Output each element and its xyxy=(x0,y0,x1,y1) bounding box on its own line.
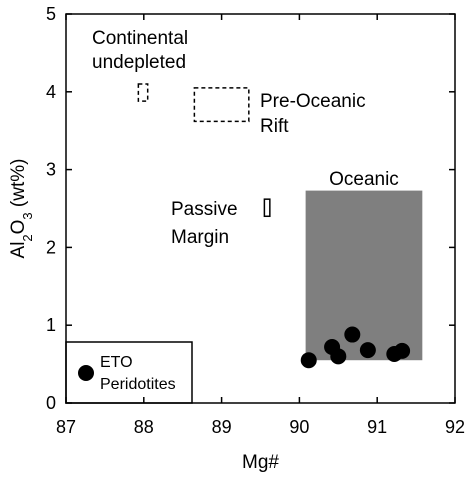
continental-undepleted-field xyxy=(137,83,149,102)
y-tick-label: 3 xyxy=(46,160,56,180)
passive-margin-label: Passive xyxy=(171,199,238,220)
data-point xyxy=(330,348,347,365)
y-axis-title-part: O xyxy=(8,220,29,235)
x-tick-label: 91 xyxy=(367,417,387,437)
data-point xyxy=(394,342,411,359)
points-layer xyxy=(300,326,411,369)
data-point xyxy=(359,342,376,359)
x-tick-label: 90 xyxy=(289,417,309,437)
x-axis: 87 88 89 90 91 92 xyxy=(56,14,465,437)
y-tick-label: 5 xyxy=(46,4,56,24)
plot-frame xyxy=(65,13,456,404)
x-tick-label: 87 xyxy=(56,417,76,437)
x-tick-label: 88 xyxy=(134,417,154,437)
y-axis-title-subscript: 2 xyxy=(20,234,35,241)
pre-oceanic-rift-field xyxy=(193,87,250,123)
x-axis-title: Mg# xyxy=(242,452,279,473)
oceanic-label: Oceanic xyxy=(329,169,399,190)
y-axis-title: Al2O3 (wt%) xyxy=(8,159,35,259)
y-axis: 0 1 2 3 4 5 xyxy=(46,4,455,413)
legend: ETO Peridotites xyxy=(65,341,193,404)
y-tick-label: 0 xyxy=(46,393,56,413)
continental-undepleted-label: Continental xyxy=(92,28,188,49)
y-tick-label: 1 xyxy=(46,315,56,335)
legend-marker xyxy=(78,365,94,381)
x-tick-label: 92 xyxy=(445,417,465,437)
y-tick-label: 2 xyxy=(46,237,56,257)
pre-oceanic-rift-label: Rift xyxy=(260,116,289,137)
fields-layer: Continental undepleted Pre-Oceanic Rift Pass… xyxy=(92,28,423,361)
passive-margin-label: Margin xyxy=(171,227,229,248)
legend-label: ETO xyxy=(100,354,133,371)
y-tick-label: 4 xyxy=(46,82,56,102)
pre-oceanic-rift-label: Pre-Oceanic xyxy=(260,91,366,112)
y-axis-title-part: Al xyxy=(8,242,29,259)
y-axis-title-subscript: 3 xyxy=(20,212,35,219)
x-tick-label: 89 xyxy=(212,417,232,437)
legend-label: Peridotites xyxy=(100,376,176,393)
passive-margin-field xyxy=(263,198,271,218)
data-point xyxy=(344,326,361,343)
data-point xyxy=(300,352,317,369)
continental-undepleted-label: undepleted xyxy=(92,52,186,73)
y-axis-title-part: (wt%) xyxy=(8,159,29,213)
oceanic-field xyxy=(305,190,423,361)
